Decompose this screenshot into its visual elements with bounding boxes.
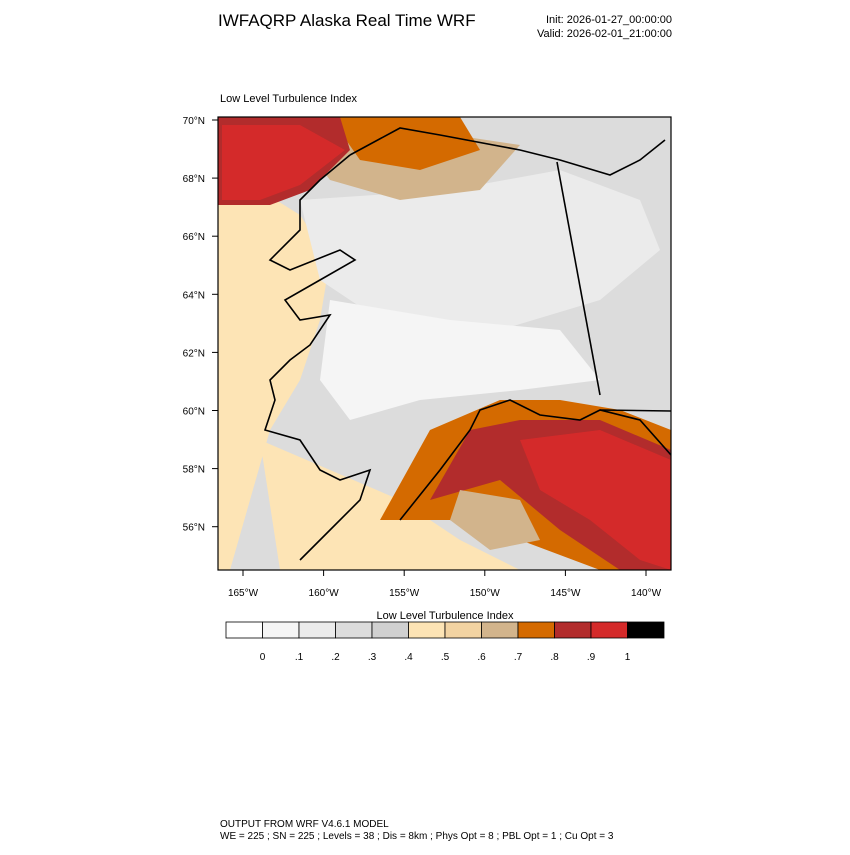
colorbar-label: .9 <box>587 652 596 663</box>
field-area <box>300 170 660 330</box>
colorbar-label: .8 <box>550 652 559 663</box>
colorbar-label: .4 <box>404 652 413 663</box>
colorbar-label: .6 <box>477 652 486 663</box>
valid-time: Valid: 2026-02-01_21:00:00 <box>537 28 672 40</box>
colorbar-box <box>444 621 482 639</box>
lat-label: 56°N <box>183 523 205 534</box>
colorbar-label: 1 <box>625 652 631 663</box>
lat-labels: 70°N 68°N 66°N 64°N 62°N 60°N 58°N 56°N <box>183 116 218 534</box>
lon-label: 150°W <box>470 588 501 599</box>
lon-label: 160°W <box>309 588 340 599</box>
colorbar-box <box>517 621 555 639</box>
colorbar-title: Low Level Turbulence Index <box>377 610 514 622</box>
coastline <box>399 399 671 521</box>
field-area <box>520 430 671 570</box>
lat-label: 70°N <box>183 116 205 127</box>
colorbar-box <box>481 621 519 639</box>
map-frame <box>217 116 672 571</box>
footer-line: OUTPUT FROM WRF V4.6.1 MODEL <box>220 819 389 830</box>
lon-label: 155°W <box>389 588 420 599</box>
lon-label: 140°W <box>631 588 662 599</box>
colorbar-box <box>371 621 409 639</box>
colorbar-box <box>627 621 665 639</box>
lat-label: 68°N <box>183 174 205 185</box>
lat-label: 62°N <box>183 348 205 359</box>
border <box>556 161 601 396</box>
colorbar-label: .5 <box>441 652 450 663</box>
map-title: Low Level Turbulence Index <box>220 93 357 105</box>
colorbar: 0 .1 .2 .3 .4 .5 .6 .7 .8 .9 1 <box>225 621 665 663</box>
lat-label: 66°N <box>183 232 205 243</box>
colorbar-box <box>298 621 336 639</box>
colorbar-box <box>590 621 628 639</box>
colorbar-box <box>335 621 373 639</box>
coastline <box>349 127 666 176</box>
field-area <box>330 117 480 170</box>
lat-label: 64°N <box>183 290 205 301</box>
colorbar-box <box>408 621 446 639</box>
colorbar-label: .3 <box>368 652 377 663</box>
coastline <box>263 154 372 561</box>
lat-label: 60°N <box>183 407 205 418</box>
field-area <box>450 490 540 550</box>
border <box>599 409 671 412</box>
colorbar-box <box>262 621 300 639</box>
colorbar-label: .1 <box>295 652 304 663</box>
lon-labels: 165°W 160°W 155°W 150°W 145°W 140°W <box>228 570 662 599</box>
lon-label: 165°W <box>228 588 259 599</box>
colorbar-label: 0 <box>260 652 266 663</box>
colorbar-label: .2 <box>331 652 340 663</box>
colorbar-box <box>225 621 263 639</box>
lon-label: 145°W <box>550 588 581 599</box>
footer-line: WE = 225 ; SN = 225 ; Levels = 38 ; Dis … <box>220 831 614 842</box>
field-area <box>222 125 345 200</box>
colorbar-label: .7 <box>514 652 523 663</box>
field-area <box>320 300 600 420</box>
title: IWFAQRP Alaska Real Time WRF <box>218 11 476 30</box>
map: 70°N68°N66°N64°N62°N60°N58°N56°N 165°W 16… <box>183 116 672 599</box>
init-time: Init: 2026-01-27_00:00:00 <box>546 14 672 26</box>
field-area <box>218 190 330 570</box>
lat-label: 58°N <box>183 465 205 476</box>
colorbar-box <box>554 621 592 639</box>
